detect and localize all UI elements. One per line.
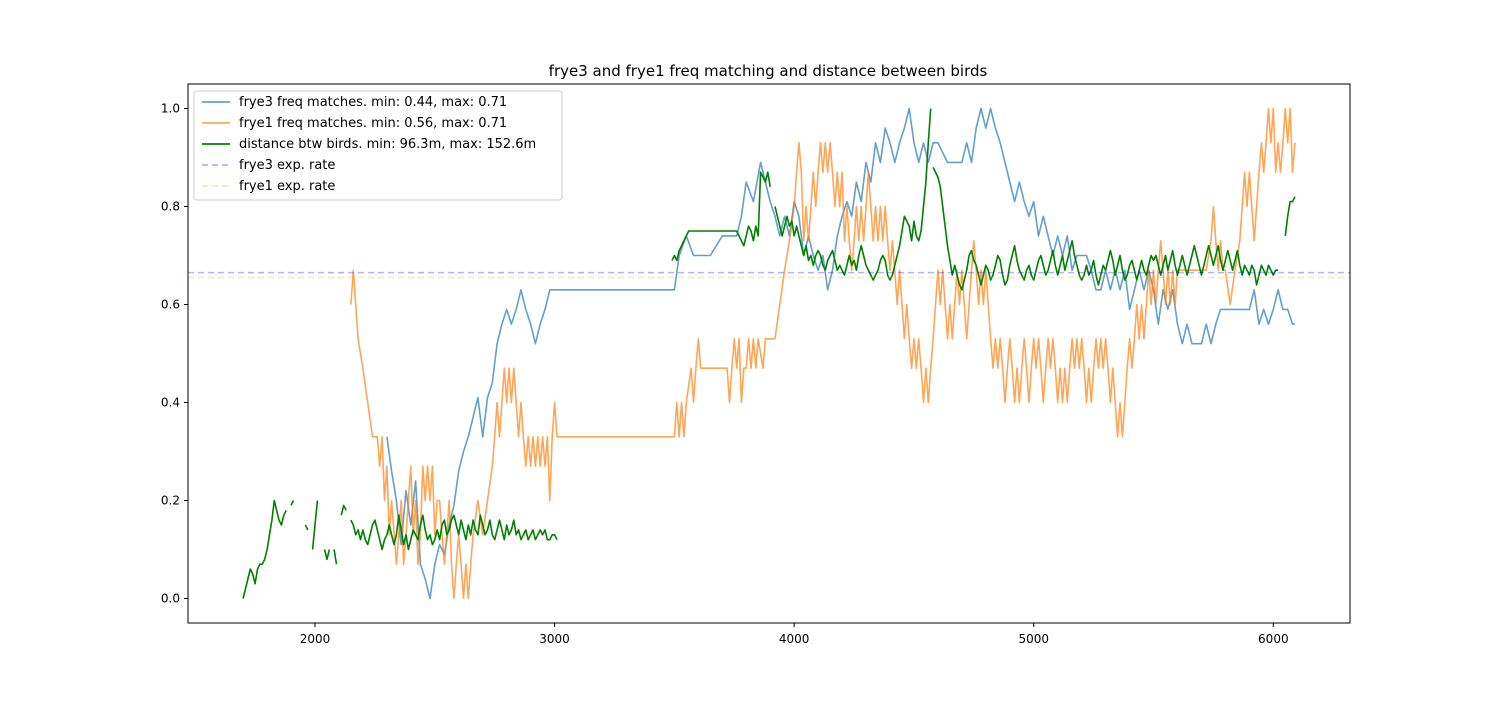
x-tick-label: 3000 <box>539 632 570 646</box>
legend-label: frye3 freq matches. min: 0.44, max: 0.71 <box>239 95 507 110</box>
series-line-0 <box>386 107 1295 600</box>
legend-box <box>193 90 563 201</box>
legend-label: distance btw birds. min: 96.3m, max: 152… <box>239 137 536 152</box>
x-tick-label: 5000 <box>1018 632 1049 646</box>
y-tick-label: 0.8 <box>161 200 180 214</box>
series-line-1 <box>350 107 1296 600</box>
legend-label: frye1 exp. rate <box>239 179 335 194</box>
series-layer <box>188 107 1350 600</box>
y-tick-label: 0.2 <box>161 494 180 508</box>
series-line-2 <box>242 108 1296 599</box>
x-tick-label: 6000 <box>1258 632 1289 646</box>
plot-area <box>187 83 1351 624</box>
y-tick-label: 0.0 <box>161 592 180 606</box>
axis-layer: 2000 3000 4000 5000 6000 0.0 0.2 0.4 0.6 0.8 1.0 <box>161 102 1289 647</box>
y-tick-label: 0.6 <box>161 298 180 312</box>
legend-label: frye1 freq matches. min: 0.56, max: 0.71 <box>239 116 507 131</box>
y-tick-label: 1.0 <box>161 102 180 116</box>
y-tick-label: 0.4 <box>161 396 180 410</box>
legend: frye3 freq matches. min: 0.44, max: 0.71… <box>193 90 563 201</box>
x-tick-label: 4000 <box>779 632 810 646</box>
x-tick-label: 2000 <box>300 632 331 646</box>
chart-title: frye3 and frye1 freq matching and distan… <box>549 62 988 80</box>
legend-label: frye3 exp. rate <box>239 158 335 173</box>
